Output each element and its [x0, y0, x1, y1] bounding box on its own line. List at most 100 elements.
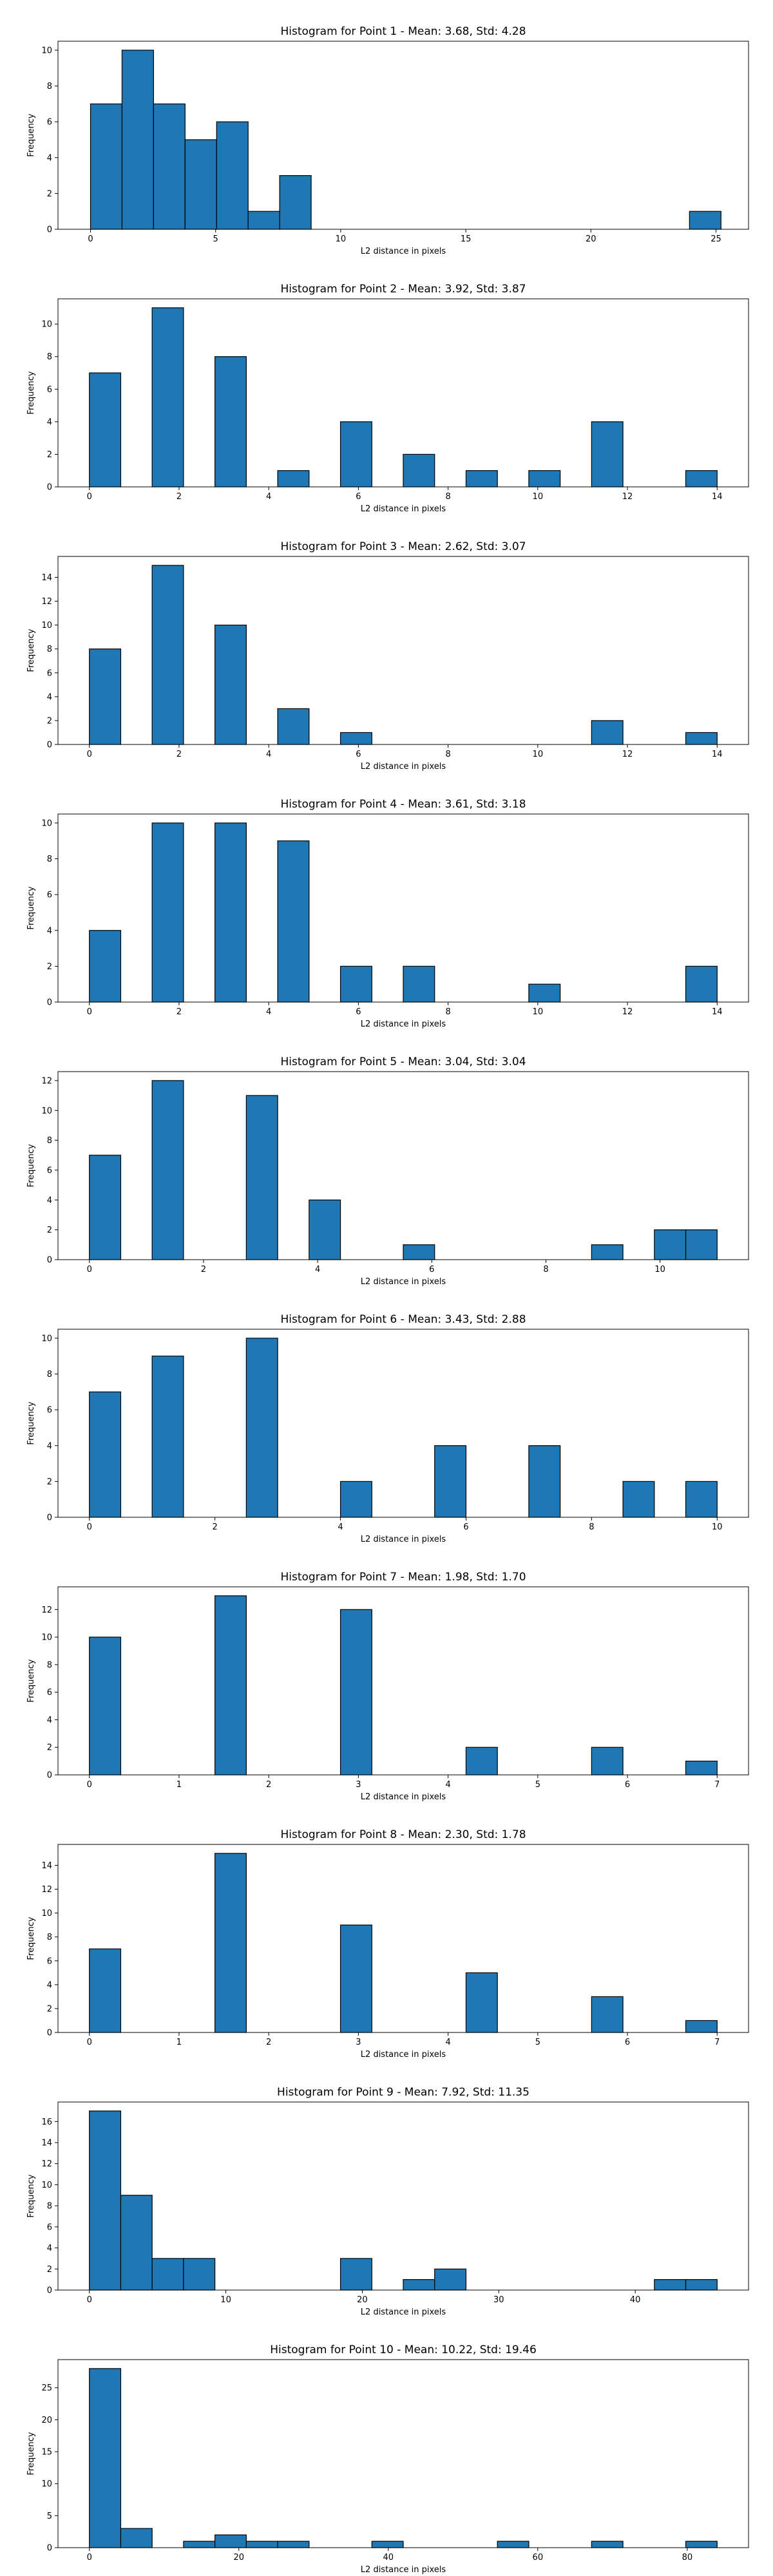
- y-tick-label: 8: [47, 855, 52, 864]
- y-axis-label: Frequency: [26, 2174, 36, 2217]
- chart-panel-4: 0 2 4 6 8 10 12 14 0 2 4 6 8 10 Histogram for Point 4 …: [26, 798, 749, 1029]
- histogram-bar: [685, 1229, 718, 1260]
- y-tick-label: 8: [47, 2202, 52, 2211]
- y-tick-label: 10: [41, 621, 52, 630]
- histogram-bar: [654, 1229, 687, 1260]
- x-tick-label: 4: [266, 1007, 271, 1017]
- histogram-bar: [622, 1481, 655, 1518]
- histogram-bar: [89, 649, 122, 745]
- x-tick-label: 12: [622, 492, 633, 502]
- y-tick-label: 4: [47, 153, 52, 163]
- histogram-bar: [434, 1445, 467, 1518]
- histogram-bar: [465, 470, 498, 488]
- y-tick-label: 10: [41, 1633, 52, 1643]
- x-tick-label: 80: [682, 2553, 693, 2562]
- x-tick-label: 10: [220, 2295, 231, 2305]
- y-tick-label: 6: [47, 2222, 52, 2232]
- x-tick-label: 3: [356, 2038, 361, 2047]
- histogram-bar: [339, 732, 372, 745]
- y-tick-label: 0: [47, 2029, 52, 2038]
- x-tick-label: 6: [625, 2038, 630, 2047]
- chart-title: Histogram for Point 1 - Mean: 3.68, Std:…: [280, 25, 526, 38]
- chart-title: Histogram for Point 7 - Mean: 1.98, Std:…: [280, 1571, 526, 1584]
- chart-title: Histogram for Point 9 - Mean: 7.92, Std:…: [277, 2086, 530, 2099]
- histogram-bar: [89, 2368, 122, 2548]
- histogram-bar: [685, 732, 718, 745]
- histogram-bar: [183, 2541, 216, 2548]
- histogram-bar: [245, 1095, 278, 1260]
- histogram-bar: [591, 1747, 624, 1776]
- x-tick-label: 10: [654, 1265, 665, 1274]
- x-tick-label: 0: [87, 2038, 92, 2047]
- x-tick-label: 7: [714, 2038, 720, 2047]
- x-tick-label: 10: [712, 1522, 723, 1532]
- y-tick-label: 10: [41, 1334, 52, 1343]
- y-tick-label: 8: [47, 352, 52, 362]
- histogram-bar: [685, 470, 718, 488]
- x-tick-label: 2: [266, 2038, 271, 2047]
- x-axis-label: L2 distance in pixels: [361, 1792, 446, 1802]
- chart-title: Histogram for Point 6 - Mean: 3.43, Std:…: [280, 1313, 526, 1326]
- histogram-bar: [245, 2541, 278, 2548]
- y-tick-label: 0: [47, 2544, 52, 2553]
- histogram-bar: [465, 1747, 498, 1776]
- histogram-bar: [121, 50, 154, 230]
- histogram-bar: [591, 1996, 624, 2033]
- histogram-bar: [216, 121, 249, 230]
- axes-frame: [57, 2101, 749, 2291]
- x-axis-label: L2 distance in pixels: [361, 1277, 446, 1287]
- y-tick-label: 8: [47, 1933, 52, 1942]
- x-tick-label: 4: [338, 1522, 343, 1532]
- histogram-bar: [339, 2258, 372, 2291]
- y-tick-label: 10: [41, 2181, 52, 2190]
- y-axis-label: Frequency: [26, 371, 36, 414]
- y-tick-label: 8: [47, 645, 52, 654]
- histogram-bar: [685, 1761, 718, 1776]
- axes-frame: [57, 41, 749, 230]
- histogram-bar: [90, 103, 123, 230]
- y-tick-label: 0: [47, 1256, 52, 1265]
- y-tick-label: 4: [47, 1980, 52, 1990]
- histogram-bar: [151, 565, 184, 745]
- x-tick-label: 6: [356, 492, 361, 502]
- histogram-bar: [528, 470, 561, 488]
- x-tick-label: 8: [445, 1007, 450, 1017]
- x-tick-label: 4: [315, 1265, 320, 1274]
- chart-panel-6: 0 2 4 6 8 10 0 2 4 6 8 10 Histogram for Point 6 - Me…: [26, 1313, 749, 1544]
- y-tick-label: 6: [47, 1406, 52, 1416]
- histogram-bar: [403, 965, 435, 1003]
- x-tick-label: 1: [177, 2038, 182, 2047]
- x-tick-label: 0: [87, 1265, 92, 1274]
- y-tick-label: 4: [47, 1441, 52, 1451]
- histogram-bar: [215, 625, 247, 745]
- histogram-bar: [151, 1356, 184, 1518]
- chart-panel-2: 0 2 4 6 8 10 12 14 0 2 4 6 8 10 Histogram for Point 2 …: [26, 283, 749, 514]
- y-tick-label: 2: [47, 962, 52, 972]
- x-tick-label: 4: [445, 2038, 450, 2047]
- x-tick-label: 12: [622, 750, 633, 759]
- histogram-bar: [183, 2258, 216, 2291]
- histogram-bar: [689, 211, 721, 230]
- y-tick-label: 10: [41, 1909, 52, 1918]
- axes-frame: [57, 298, 749, 488]
- chart-title: Histogram for Point 5 - Mean: 3.04, Std:…: [280, 1056, 526, 1068]
- y-tick-label: 2: [47, 189, 52, 199]
- histogram-bar: [277, 470, 310, 488]
- x-tick-label: 2: [177, 750, 182, 759]
- histogram-bar: [339, 1924, 372, 2033]
- y-tick-label: 6: [47, 1956, 52, 1966]
- y-tick-label: 12: [41, 2159, 52, 2169]
- x-tick-label: 20: [357, 2295, 368, 2305]
- y-tick-label: 6: [47, 385, 52, 395]
- x-tick-label: 4: [266, 750, 271, 759]
- x-tick-label: 4: [266, 492, 271, 502]
- histogram-bar: [465, 1972, 498, 2033]
- histogram-bar: [339, 965, 372, 1003]
- histogram-bar: [184, 139, 217, 230]
- histogram-bar: [151, 1080, 184, 1260]
- x-tick-label: 10: [533, 492, 544, 502]
- chart-title: Histogram for Point 8 - Mean: 2.30, Std:…: [280, 1828, 526, 1841]
- y-tick-label: 0: [47, 1771, 52, 1781]
